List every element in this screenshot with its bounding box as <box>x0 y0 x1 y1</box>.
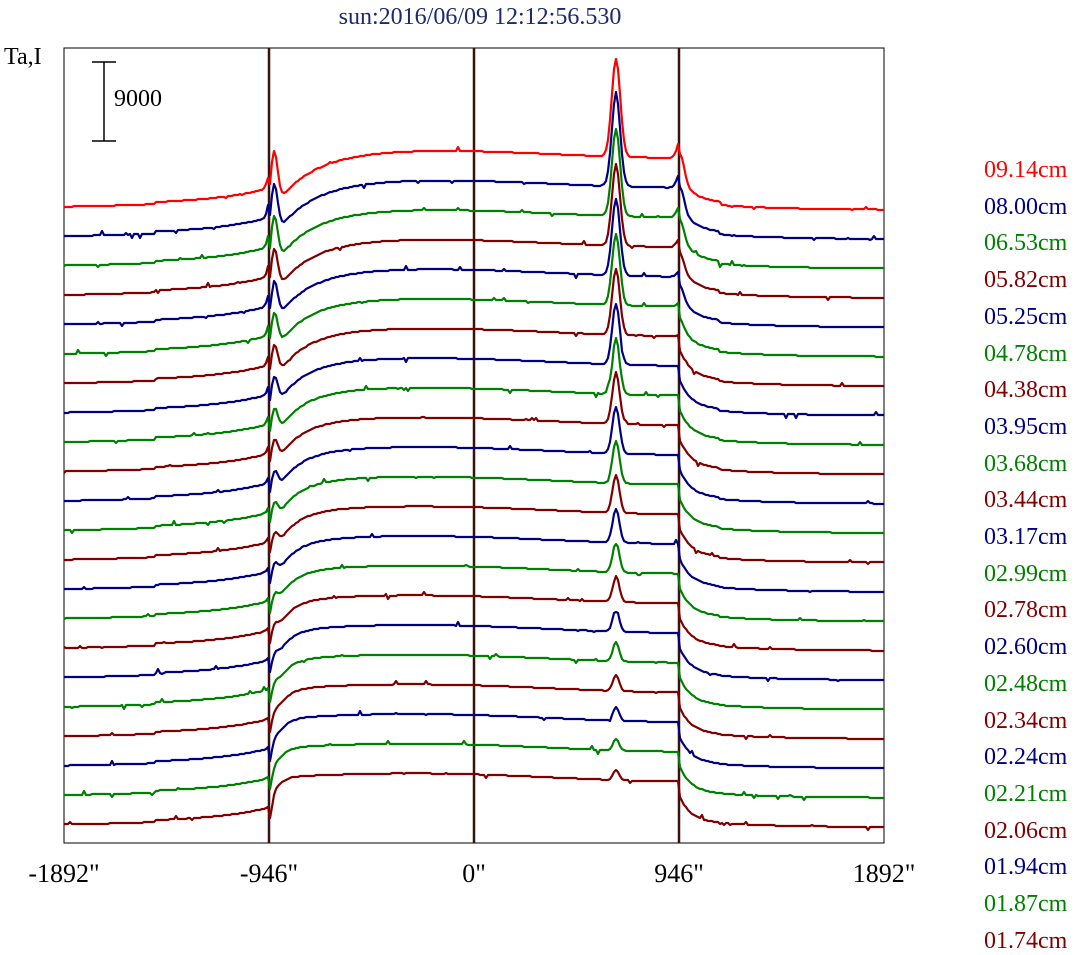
legend-entry: 03.17cm <box>984 524 1068 550</box>
legend-entry: 02.24cm <box>984 744 1068 771</box>
legend-entry: 01.74cm <box>984 927 1068 954</box>
series-line <box>64 507 884 594</box>
series-line <box>64 162 884 302</box>
series-line <box>64 267 884 388</box>
legend-entry: 06.53cm <box>984 230 1068 257</box>
legend-entry: 02.78cm <box>984 597 1068 624</box>
y-axis-label: Ta,I <box>4 44 42 70</box>
legend-entry: 05.25cm <box>984 303 1068 330</box>
legend-entry: 02.34cm <box>984 707 1068 734</box>
legend-entry: 03.68cm <box>984 450 1068 477</box>
legend-entry: 04.38cm <box>984 377 1068 404</box>
series-line <box>64 473 884 566</box>
x-tick-label: 1892" <box>852 859 916 888</box>
series-line <box>64 737 884 802</box>
scale-bar-label: 9000 <box>114 86 162 112</box>
series-line <box>63 542 884 623</box>
x-tick-label: 0" <box>462 859 486 888</box>
legend-entry: 05.82cm <box>984 267 1068 294</box>
series-line <box>64 405 884 506</box>
series-line <box>64 302 884 420</box>
legend-entry: 02.21cm <box>984 780 1068 807</box>
legend-entry: 03.44cm <box>984 487 1068 514</box>
legend-entry: 03.95cm <box>984 413 1068 440</box>
series-line <box>64 232 884 359</box>
legend-entry: 02.99cm <box>984 560 1068 587</box>
legend-entry: 01.87cm <box>984 891 1068 917</box>
x-tick-label: -1892" <box>28 859 100 888</box>
chart-title: sun:2016/06/09 12:12:56.530 <box>338 4 622 30</box>
legend-entry: 01.94cm <box>984 854 1068 881</box>
series-line <box>64 610 884 683</box>
x-tick-label: 946" <box>654 859 704 888</box>
series-line <box>63 127 884 270</box>
legend-entry: 02.48cm <box>984 670 1068 697</box>
legend-entry: 09.14cm <box>984 157 1068 183</box>
series-line <box>63 574 884 653</box>
legend-entry: 08.00cm <box>984 193 1068 220</box>
spectra-plot <box>63 47 885 844</box>
series-line <box>64 768 884 832</box>
series-line <box>64 57 884 212</box>
series-line <box>64 673 884 741</box>
x-tick-label: -946" <box>239 859 299 888</box>
series-line <box>64 197 884 329</box>
series-line <box>64 336 884 447</box>
legend-entry: 04.78cm <box>984 340 1068 367</box>
series-line <box>64 439 884 535</box>
legend-entry: 02.06cm <box>984 817 1068 844</box>
series-line <box>63 370 884 476</box>
series-line <box>64 90 884 242</box>
legend-entry: 02.60cm <box>984 634 1068 661</box>
series-line <box>64 705 884 770</box>
series-line <box>64 640 884 711</box>
